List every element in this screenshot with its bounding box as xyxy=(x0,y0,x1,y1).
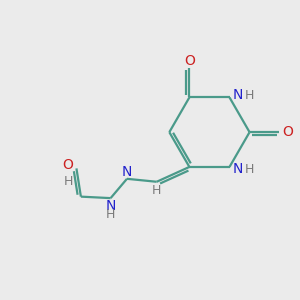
Text: H: H xyxy=(245,88,254,101)
Text: N: N xyxy=(233,162,243,176)
Text: H: H xyxy=(245,163,254,176)
Text: H: H xyxy=(64,175,73,188)
Text: O: O xyxy=(63,158,74,172)
Text: N: N xyxy=(105,199,116,213)
Text: O: O xyxy=(184,54,195,68)
Text: N: N xyxy=(233,88,243,102)
Text: H: H xyxy=(106,208,115,221)
Text: N: N xyxy=(122,165,132,179)
Text: O: O xyxy=(282,125,293,139)
Text: H: H xyxy=(152,184,161,196)
